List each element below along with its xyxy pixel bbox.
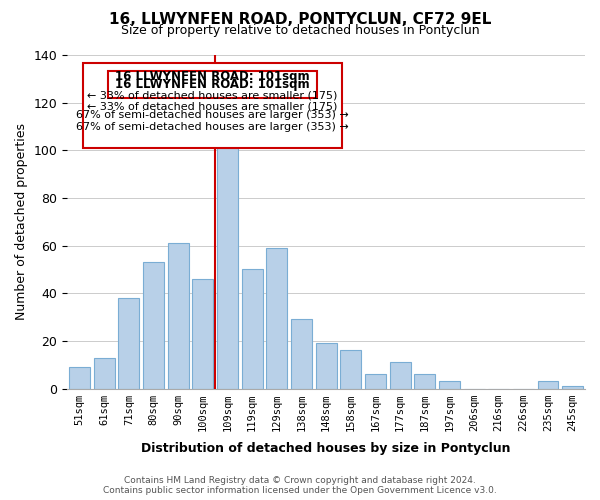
Bar: [167, 243, 188, 388]
Bar: [242, 270, 263, 388]
Bar: [562, 386, 583, 388]
Text: ← 33% of detached houses are smaller (175): ← 33% of detached houses are smaller (17…: [87, 102, 337, 112]
Text: 67% of semi-detached houses are larger (353) →: 67% of semi-detached houses are larger (…: [76, 110, 349, 120]
Text: Contains HM Land Registry data © Crown copyright and database right 2024.
Contai: Contains HM Land Registry data © Crown c…: [103, 476, 497, 495]
Bar: [538, 382, 559, 388]
Bar: [143, 262, 164, 388]
Text: 16, LLWYNFEN ROAD, PONTYCLUN, CF72 9EL: 16, LLWYNFEN ROAD, PONTYCLUN, CF72 9EL: [109, 12, 491, 28]
Bar: [291, 320, 312, 388]
Bar: [414, 374, 435, 388]
Text: 16 LLWYNFEN ROAD: 101sqm: 16 LLWYNFEN ROAD: 101sqm: [115, 70, 310, 83]
Bar: [389, 362, 410, 388]
Text: ← 33% of detached houses are smaller (175): ← 33% of detached houses are smaller (17…: [87, 90, 337, 100]
Text: Size of property relative to detached houses in Pontyclun: Size of property relative to detached ho…: [121, 24, 479, 37]
Bar: [69, 367, 90, 388]
FancyBboxPatch shape: [83, 64, 341, 148]
Text: 16 LLWYNFEN ROAD: 101sqm: 16 LLWYNFEN ROAD: 101sqm: [115, 78, 310, 92]
Bar: [316, 344, 337, 388]
Bar: [192, 279, 213, 388]
Bar: [266, 248, 287, 388]
Y-axis label: Number of detached properties: Number of detached properties: [15, 124, 28, 320]
Bar: [94, 358, 115, 388]
Text: 67% of semi-detached houses are larger (353) →: 67% of semi-detached houses are larger (…: [76, 122, 349, 132]
Bar: [217, 120, 238, 388]
X-axis label: Distribution of detached houses by size in Pontyclun: Distribution of detached houses by size …: [142, 442, 511, 455]
Bar: [118, 298, 139, 388]
Bar: [365, 374, 386, 388]
Bar: [340, 350, 361, 389]
Bar: [439, 382, 460, 388]
